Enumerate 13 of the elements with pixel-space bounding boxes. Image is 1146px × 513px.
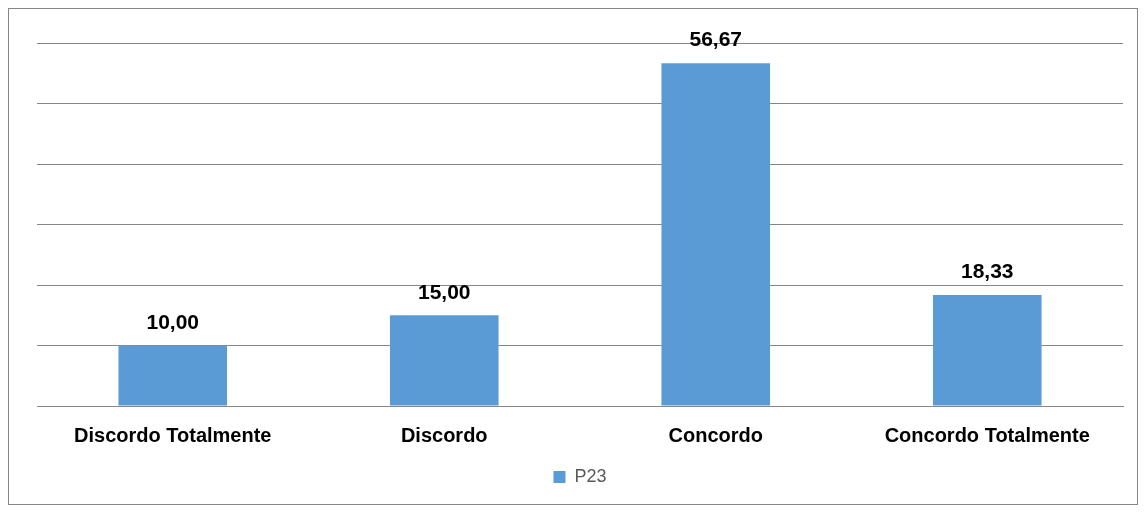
x-tick-label: Discordo <box>400 423 488 446</box>
data-label: 10,00 <box>146 309 200 333</box>
data-label: 15,00 <box>417 279 471 303</box>
bar <box>389 315 499 406</box>
data-label: 56,67 <box>689 27 743 51</box>
bar <box>932 295 1042 406</box>
bar <box>118 345 228 406</box>
x-tick-label: Discordo Totalmente <box>74 423 272 446</box>
data-label: 18,33 <box>960 259 1014 283</box>
legend-label: P23 <box>574 465 607 486</box>
x-tick-label: Concordo <box>668 423 763 446</box>
x-tick-label: Concordo Totalmente <box>884 423 1090 446</box>
bar <box>661 63 771 406</box>
